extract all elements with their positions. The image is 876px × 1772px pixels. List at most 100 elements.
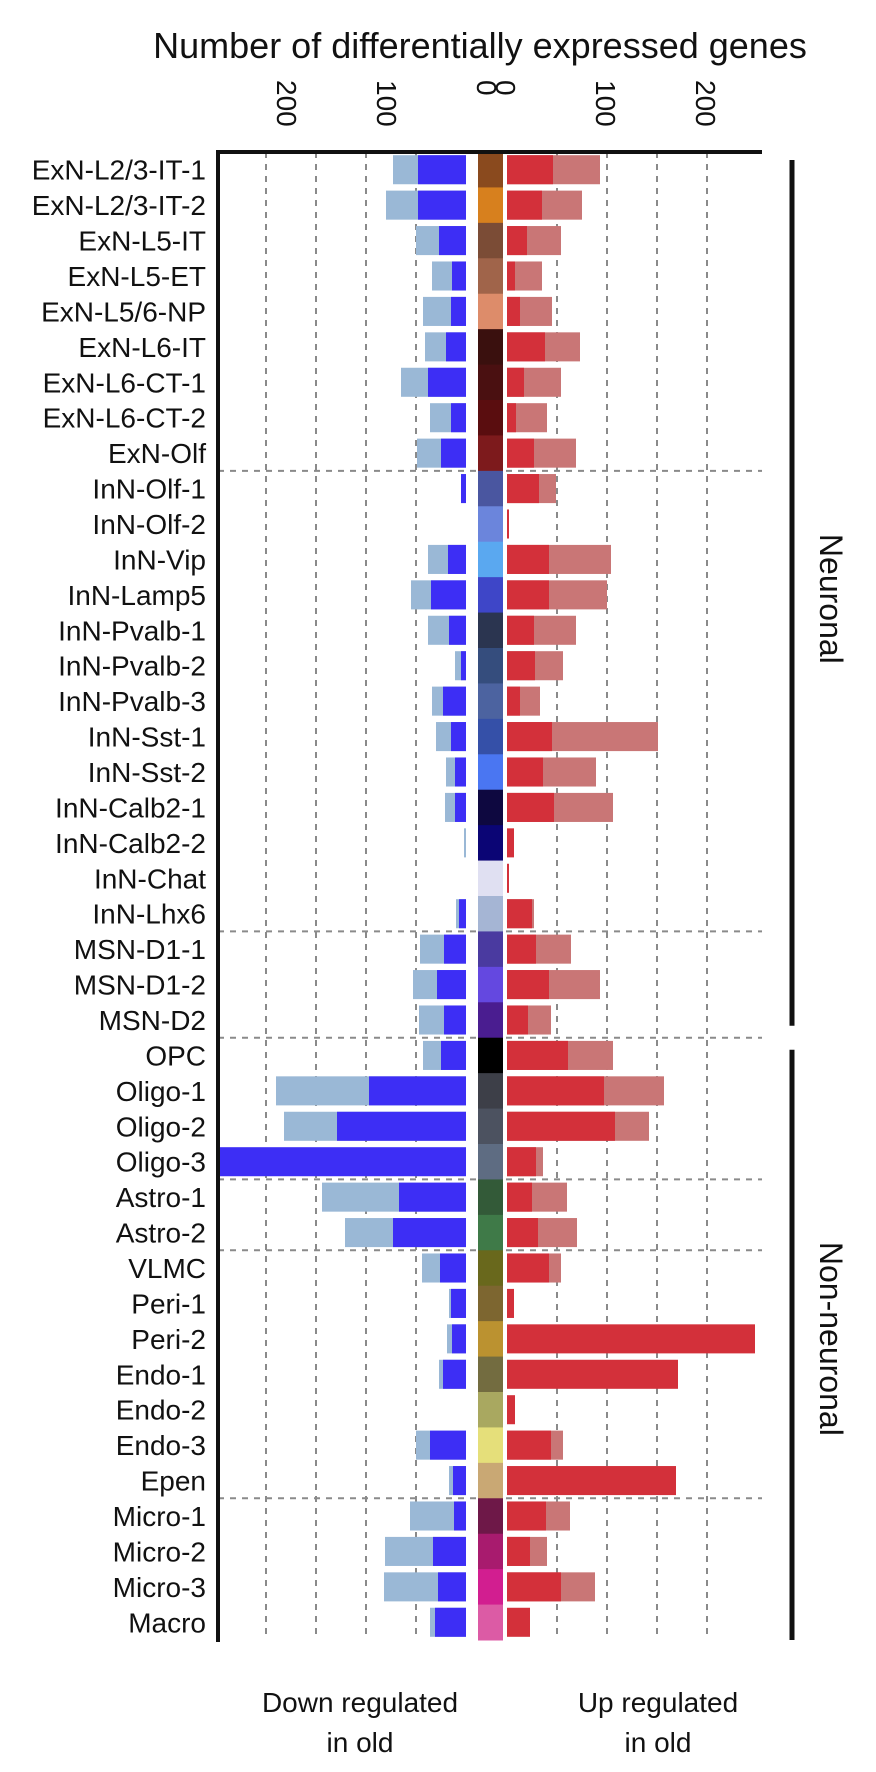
cell-type-swatch [478,293,503,330]
row-label: Endo-3 [116,1430,206,1461]
cell-type-swatch [478,1498,503,1535]
up-axis-label-line1: Up regulated [578,1687,738,1718]
bar-down-dark [440,1253,466,1283]
cell-type-swatch [478,1462,503,1499]
cell-type-swatch [478,1427,503,1464]
bar-down-dark [444,934,466,964]
row-label: InN-Sst-2 [88,757,206,788]
bar-down-dark [455,757,466,787]
row-label: ExN-L2/3-IT-1 [32,155,206,186]
bar-down-dark [461,474,466,504]
bar-down-dark [448,544,466,574]
bar-down-dark [418,190,466,220]
row-label: InN-Olf-2 [92,509,206,540]
row-label: InN-Vip [113,544,206,575]
cell-type-swatch [478,931,503,968]
bar-down-dark [446,332,466,362]
bar-down-dark [461,651,466,681]
row-label: ExN-L5/6-NP [41,296,206,327]
bar-down-dark [451,722,466,752]
row-label: ExN-L2/3-IT-2 [32,190,206,221]
cell-type-swatch [478,470,503,507]
bar-up-dark [507,1572,561,1602]
row-label: ExN-L6-CT-2 [43,403,206,434]
down-axis-label-line1: Down regulated [262,1687,458,1718]
row-label: MSN-D2 [99,1005,206,1036]
cell-type-swatch [478,683,503,720]
cell-type-swatch [478,400,503,436]
bar-up-dark [507,1253,549,1283]
bar-down-light [455,651,466,681]
cell-type-swatch [478,825,503,862]
row-label: InN-Olf-1 [92,474,206,505]
bar-down-dark [431,580,466,610]
row-label: Astro-2 [116,1218,206,1249]
bar-up-dark [507,899,532,929]
row-label: Oligo-2 [116,1111,206,1142]
bar-down-light [464,828,466,858]
bar-down-dark [418,155,466,185]
bar-up-dark [507,1466,676,1496]
bar-up-dark [507,367,524,397]
bar-down-dark [438,1572,466,1602]
bar-down-dark [393,1218,466,1248]
row-label: Peri-1 [131,1288,206,1319]
row-label: ExN-L6-CT-1 [43,367,206,398]
cell-type-swatch [478,1037,503,1074]
tick-label-up: 100 [590,80,621,127]
row-label: InN-Lhx6 [92,899,206,930]
bar-down-dark [452,1324,466,1354]
bar-down-dark [449,615,466,645]
cell-type-swatch [478,896,503,932]
bar-down-dark [451,1288,466,1318]
tick-label-up: 200 [690,80,721,127]
row-label: ExN-L6-IT [78,332,206,363]
bar-up-dark [507,757,543,787]
cell-type-swatch [478,1356,503,1393]
cell-type-swatch [478,1285,503,1322]
bar-up-dark [507,615,534,645]
cell-type-swatch [478,1144,503,1180]
cell-type-swatch [478,1073,503,1110]
cell-type-swatch [478,1569,503,1606]
row-label: Peri-2 [131,1324,206,1355]
cell-type-swatch [478,1392,503,1428]
bar-up-dark [507,1501,546,1531]
bar-up-dark [507,722,552,752]
cell-type-swatch [478,1108,503,1145]
row-label: InN-Pvalb-3 [58,686,206,717]
bar-up-dark [507,226,527,256]
tick-label-down: 100 [371,80,402,127]
cell-type-swatch [478,364,503,401]
cell-type-swatch [478,648,503,684]
cell-type-swatch [478,1002,503,1039]
bar-up-dark [507,1359,678,1389]
bar-down-dark [435,1607,466,1637]
row-label: ExN-L5-IT [78,226,206,257]
cell-type-swatch [478,152,503,188]
bar-up-dark [507,403,516,433]
bar-up-dark [507,651,535,681]
row-label: MSN-D1-2 [74,970,206,1001]
bar-down-dark [433,1536,466,1566]
bar-up-dark [507,792,554,822]
cell-type-swatch [478,435,503,472]
cell-type-swatch [478,506,503,543]
bar-up-dark [507,1040,568,1070]
cell-type-swatch [478,222,503,259]
cell-type-swatch [478,1214,503,1251]
row-label: VLMC [128,1253,206,1284]
bar-down-dark [439,226,466,256]
row-label: Oligo-3 [116,1147,206,1178]
group-label: Non-neuronal [813,1242,849,1436]
bar-up-dark [507,261,515,291]
row-label: InN-Calb2-2 [55,828,206,859]
cell-type-swatch [478,1604,503,1641]
bar-down-dark [451,296,466,326]
bar-down-dark [455,792,466,822]
cell-type-swatch [478,789,503,826]
bar-up-dark [507,863,509,893]
bar-down-dark [337,1111,466,1141]
